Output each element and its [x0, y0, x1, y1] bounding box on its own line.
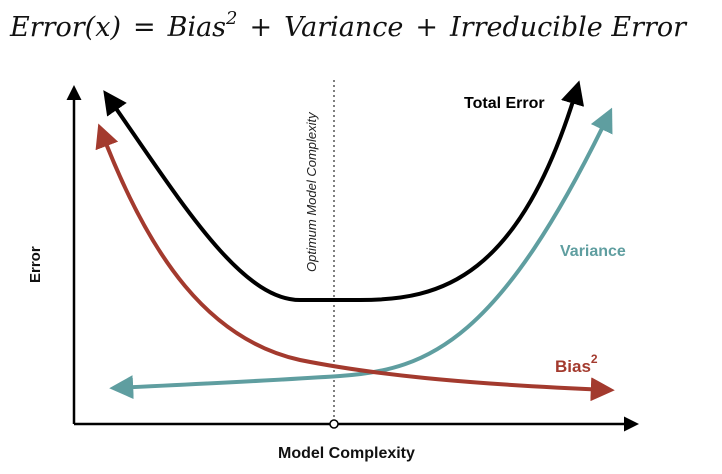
equation-lhs: Error(x)	[9, 12, 121, 43]
optimum-marker	[329, 419, 339, 429]
equation-bias-term: Bias	[167, 12, 226, 43]
equation-plus-1: +	[250, 12, 273, 43]
equation: Error(x) = Bias2 + Variance + Irreducible Erro…	[9, 8, 688, 43]
variance-curve	[109, 107, 613, 400]
total-error-label: Total Error	[464, 95, 545, 112]
y-axis-label: Error	[27, 246, 44, 283]
equation-bias-exponent: 2	[225, 8, 237, 29]
variance-label: Variance	[560, 243, 626, 260]
equation-variance-term: Variance	[284, 12, 403, 43]
bias-squared-curve	[95, 123, 615, 402]
bias-label-exponent: 2	[591, 352, 598, 366]
optimum-label: Optimum Model Complexity	[304, 111, 319, 272]
x-axis-label: Model Complexity	[278, 445, 415, 462]
equation-irreducible-term: Irreducible Error	[449, 12, 688, 43]
total-error-curve	[103, 80, 585, 302]
bias-label: Bias2	[555, 352, 598, 376]
equation-plus-2: +	[415, 12, 438, 43]
bias-label-text: Bias	[555, 357, 591, 376]
equation-equals: =	[133, 12, 156, 43]
